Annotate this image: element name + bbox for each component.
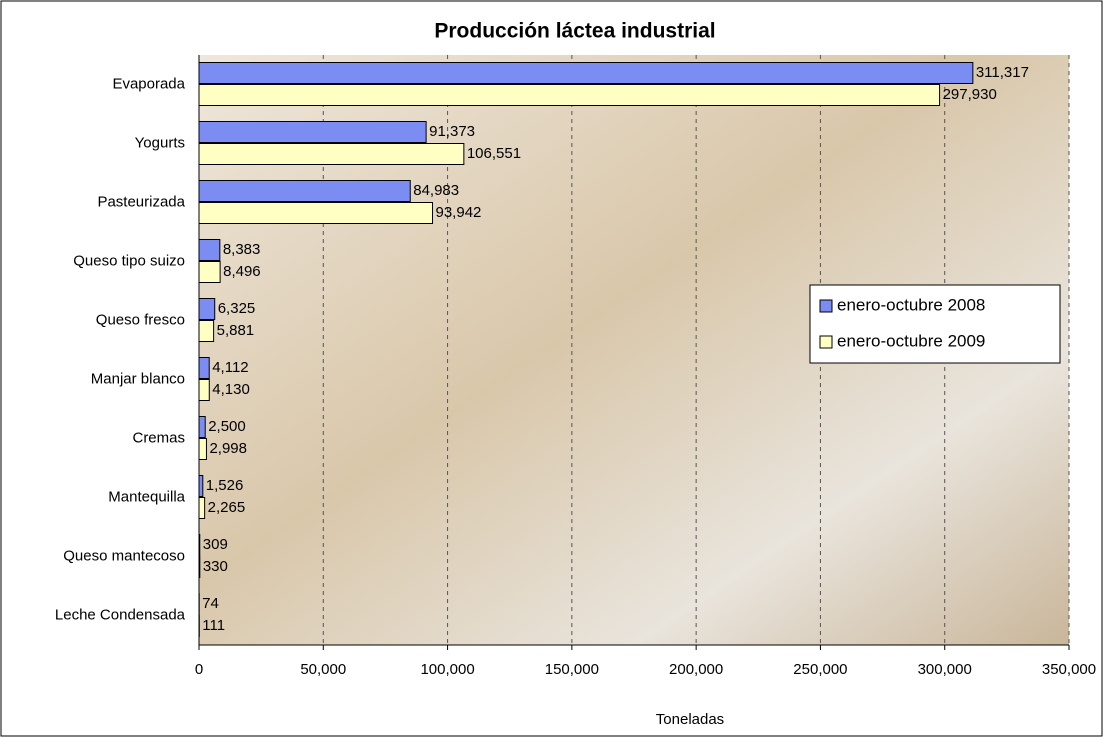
bar [198, 121, 427, 143]
bar [198, 180, 411, 202]
x-tick-label: 250,000 [793, 661, 847, 678]
value-label: 8,496 [223, 263, 261, 280]
x-tick-label: 50,000 [300, 661, 346, 678]
value-label: 93,942 [436, 204, 482, 221]
x-tick-label: 300,000 [918, 661, 972, 678]
value-label: 330 [203, 558, 228, 575]
bar [198, 320, 215, 342]
bar [198, 475, 204, 497]
y-tick-label: Cremas [132, 429, 185, 446]
value-label: 6,325 [218, 300, 256, 317]
x-tick-label: 350,000 [1042, 661, 1096, 678]
y-tick-label: Mantequilla [108, 488, 185, 505]
legend-label: enero-octubre 2008 [837, 295, 985, 314]
value-label: 8,383 [223, 241, 261, 258]
legend-swatch [819, 335, 833, 349]
y-tick-label: Pasteurizada [97, 193, 185, 210]
bar [198, 202, 434, 224]
value-label: 74 [202, 595, 219, 612]
value-label: 297,930 [943, 86, 997, 103]
value-label: 1,526 [206, 477, 244, 494]
bar [198, 298, 216, 320]
bar [198, 143, 465, 165]
value-label: 311,317 [976, 64, 1029, 81]
value-label: 2,265 [208, 499, 246, 516]
x-tick-label: 200,000 [669, 661, 723, 678]
x-axis-label: Toneladas [656, 711, 724, 728]
bar [198, 379, 210, 401]
y-tick-label: Queso tipo suizo [73, 252, 185, 269]
bar [198, 416, 206, 438]
bar [198, 497, 206, 519]
bar [198, 534, 201, 556]
x-tick-label: 0 [195, 661, 203, 678]
chart-title: Producción láctea industrial [434, 20, 715, 43]
y-tick-label: Queso fresco [96, 311, 185, 328]
y-tick-label: Leche Condensada [55, 606, 186, 623]
value-label: 4,112 [212, 359, 248, 376]
bar [198, 556, 201, 578]
value-label: 111 [202, 617, 225, 634]
y-tick-label: Queso mantecoso [63, 547, 185, 564]
y-tick-label: Manjar blanco [91, 370, 185, 387]
value-label: 106,551 [467, 145, 521, 162]
bar [198, 438, 207, 460]
value-label: 4,130 [212, 381, 250, 398]
bar [198, 239, 221, 261]
x-tick-label: 100,000 [420, 661, 474, 678]
bar [198, 62, 974, 84]
value-label: 84,983 [413, 182, 459, 199]
y-tick-label: Evaporada [112, 75, 185, 92]
x-tick-label: 150,000 [545, 661, 599, 678]
legend-box [809, 284, 1061, 364]
value-label: 5,881 [217, 322, 255, 339]
y-tick-label: Yogurts [135, 134, 185, 151]
legend-label: enero-octubre 2009 [837, 331, 985, 350]
value-label: 91,373 [429, 123, 475, 140]
value-label: 2,998 [209, 440, 247, 457]
bar [198, 357, 210, 379]
bar [198, 84, 941, 106]
legend-swatch [819, 299, 833, 313]
value-label: 2,500 [208, 418, 246, 435]
bar [198, 261, 221, 283]
value-label: 309 [203, 536, 228, 553]
